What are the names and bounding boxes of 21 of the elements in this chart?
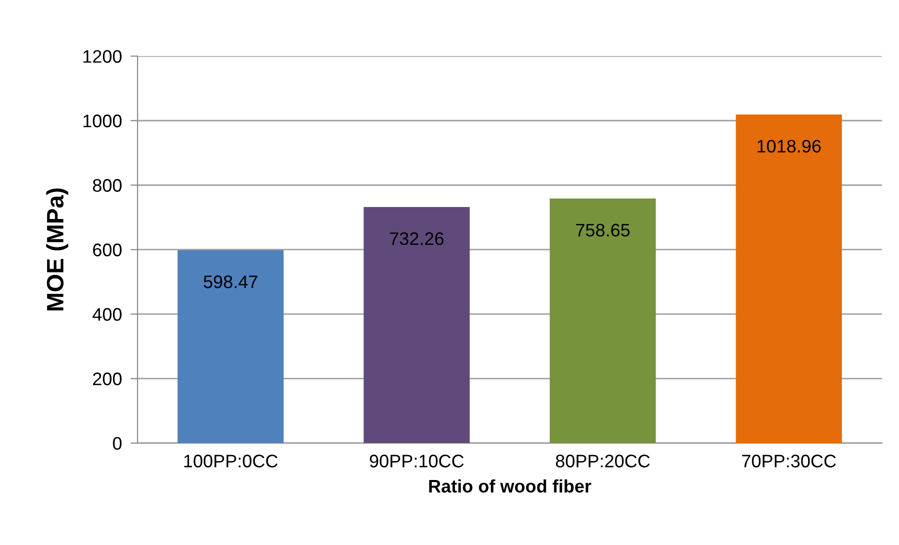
y-tick-label: 1000 — [83, 114, 122, 128]
y-tick-label: 200 — [93, 372, 122, 386]
data-label: 732.26 — [390, 232, 444, 246]
x-tick-label: 80PP:20CC — [556, 454, 650, 468]
bar — [364, 206, 470, 444]
bar — [736, 114, 842, 444]
data-label: 598.47 — [204, 275, 258, 288]
x-axis-title: Ratio of wood fiber — [429, 479, 592, 493]
y-tick-label: 0 — [112, 437, 122, 450]
y-tick-label: 1200 — [83, 50, 122, 63]
y-tick-label: 400 — [92, 308, 122, 321]
data-label: 1018.96 — [758, 140, 821, 153]
y-tick-label: 600 — [93, 244, 122, 256]
data-label: 758.65 — [576, 224, 630, 237]
y-tick-label: 800 — [92, 179, 122, 192]
bar — [550, 198, 656, 444]
bar — [178, 250, 284, 444]
y-axis-title: MOE (MPa) — [46, 188, 68, 310]
x-tick-label: 90PP:10CC — [370, 454, 464, 468]
x-tick-label: 100PP:0CC — [184, 454, 278, 468]
x-tick-label: 70PP:30CC — [742, 454, 836, 468]
